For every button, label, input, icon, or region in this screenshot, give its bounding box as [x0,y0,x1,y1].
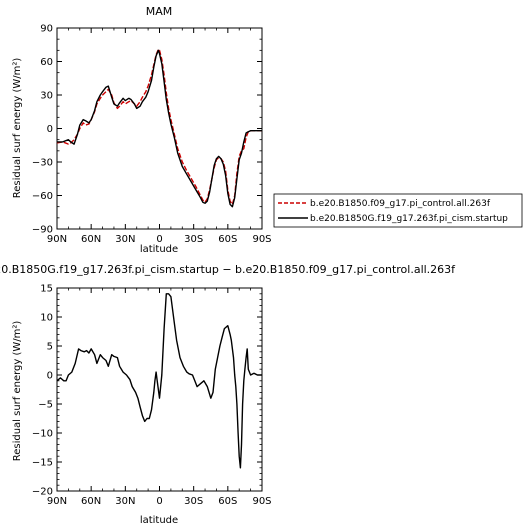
chart-panel-top: MAM 90N 60N 30N 0 30S 60S 90S−90−60−300306090 … [12,5,272,255]
x-tick-label: 30N [115,234,135,245]
x-tick-label: 0 [156,496,162,507]
y-tick-label: −20 [32,487,53,498]
x-tick-label: 0 [156,234,162,245]
ylabel-bottom: Residual surf energy (W/m²) [12,321,23,462]
y-tick-label: −15 [32,458,53,469]
series-line-0-1 [57,49,262,208]
y-tick-label: 30 [40,91,53,102]
x-tick-label: 60N [81,496,101,507]
y-tick-label: −30 [32,158,53,169]
chart-title-bottom: b.e20.B1850G.f19_g17.263f.pi_cism.startu… [0,263,456,276]
y-tick-label: 15 [40,284,53,295]
y-tick-label: −5 [38,400,53,411]
x-tick-label: 30S [184,496,203,507]
x-tick-label: 30S [184,234,203,245]
plot-area-bottom: 90N 60N 30N 0 30S 60S 90S −20 −15 −10 −5 0 5 10 15 [32,284,272,508]
y-tick-label: 0 [47,371,53,382]
legend-box [273,193,523,228]
plot-frame [56,27,263,230]
legend: b.e20.B1850.f09_g17.pi_control.all.263f … [273,193,523,228]
x-tick-label: 90S [252,496,271,507]
chart-title-top: MAM [146,5,173,18]
y-tick-label: 5 [47,342,53,353]
plot-frame [56,287,263,492]
x-tick-label: 90S [252,234,271,245]
x-tick-label: 60S [218,234,237,245]
y-tick-label: 60 [40,57,53,68]
x-tick-label: 90N [47,234,67,245]
legend-entry-cism: b.e20.B1850G.f19_g17.263f.pi_cism.startu… [310,214,508,224]
xlabel-bottom: latitude [140,515,178,526]
series-line-0-0 [56,48,262,206]
xlabel-top: latitude [140,244,178,255]
series-line-1-0 [56,293,262,469]
x-tick-label: 30N [115,496,135,507]
x-tick-label: 60S [218,496,237,507]
y-tick-label: 90 [40,24,53,35]
chart-panel-bottom: b.e20.B1850G.f19_g17.263f.pi_cism.startu… [0,263,456,526]
y-tick-label: −60 [32,191,53,202]
plot-area-top: 90N 60N 30N 0 30S 60S 90S −90 −60 −30 0 30 60 90 [32,24,272,246]
y-tick-label: 10 [40,313,53,324]
x-tick-label: 90N [47,496,67,507]
legend-entry-control: b.e20.B1850.f09_g17.pi_control.all.263f [310,199,491,209]
ylabel-top: Residual surf energy (W/m²) [12,58,23,199]
y-tick-label: 0 [47,124,53,135]
x-tick-label: 60N [81,234,101,245]
y-tick-label: −90 [32,225,53,236]
y-tick-label: −10 [32,429,53,440]
